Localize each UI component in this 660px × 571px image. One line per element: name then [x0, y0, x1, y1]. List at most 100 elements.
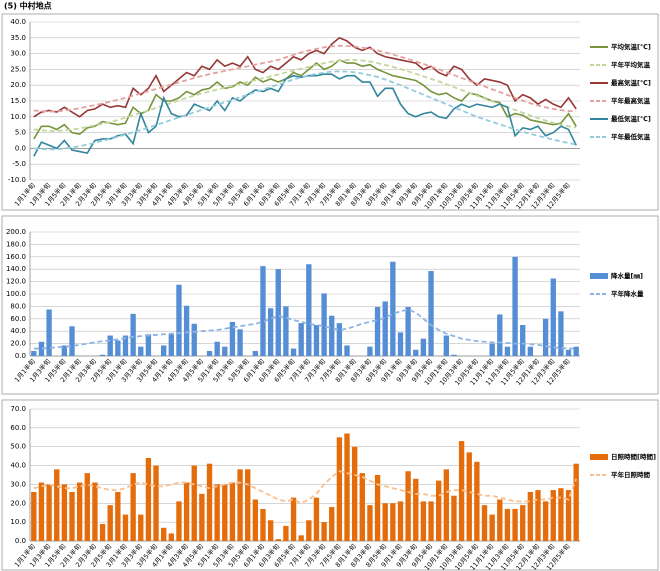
y-tick-label: 20.0	[10, 81, 26, 89]
bar	[489, 343, 495, 356]
bar	[69, 491, 75, 541]
bar	[199, 493, 205, 541]
bar	[153, 465, 159, 541]
bar	[115, 491, 121, 541]
bar	[558, 488, 564, 541]
bar	[298, 535, 304, 541]
bar	[420, 338, 427, 356]
legend-label: 最低気温[℃]	[611, 114, 651, 123]
y-tick-label: 180.0	[6, 240, 26, 248]
bar	[336, 323, 343, 356]
y-tick-label: 0.0	[15, 352, 26, 360]
bar	[481, 505, 488, 541]
y-tick-label: 40.0	[10, 18, 26, 26]
normal-line	[33, 308, 577, 350]
data-line	[33, 73, 577, 157]
bar	[451, 495, 457, 541]
bar	[527, 491, 534, 541]
bar	[550, 490, 556, 541]
legend-label: 最高気温[℃]	[611, 78, 651, 87]
bar	[130, 473, 136, 541]
bar	[31, 491, 37, 541]
bar	[283, 525, 289, 541]
y-tick-label: 20.0	[10, 499, 26, 507]
legend-label: 平年平均気温	[611, 60, 651, 69]
y-tick-label: 40.0	[10, 462, 26, 470]
bar	[382, 301, 388, 356]
normal-line	[33, 70, 577, 151]
legend-label: 日照時間[時間]	[611, 452, 656, 461]
bar	[306, 264, 312, 356]
bar	[397, 332, 404, 356]
bar	[84, 473, 90, 541]
bar	[267, 308, 274, 356]
legend-label: 降水量[㎜]	[611, 271, 643, 280]
bar	[191, 465, 197, 541]
bar	[420, 501, 427, 541]
chart-frame	[1, 399, 659, 571]
bar	[99, 354, 106, 356]
bar	[520, 325, 526, 356]
bar	[168, 334, 174, 356]
bar	[443, 335, 449, 356]
bar	[512, 256, 518, 356]
legend-label: 平均気温[℃]	[611, 42, 651, 51]
bar	[329, 507, 335, 541]
bar	[191, 323, 197, 356]
bar	[405, 471, 411, 541]
bar	[260, 508, 266, 541]
legend-label: 平年降水量	[611, 289, 644, 298]
bar	[76, 482, 83, 541]
y-tick-label: 60.0	[10, 424, 26, 432]
bar	[565, 490, 572, 541]
y-tick-label: 70.0	[10, 405, 26, 413]
y-tick-label: 30.0	[10, 480, 26, 488]
bar	[229, 321, 236, 356]
y-tick-label: 10.0	[10, 113, 26, 121]
bar	[351, 446, 358, 541]
bar	[206, 463, 213, 541]
bar	[237, 469, 243, 541]
bar	[474, 461, 480, 541]
bar	[382, 503, 388, 541]
bar	[466, 452, 472, 541]
bar	[46, 309, 52, 356]
bar	[229, 482, 236, 541]
y-tick-label: 40.0	[10, 327, 26, 335]
y-tick-label: 60.0	[10, 315, 26, 323]
normal-line	[33, 44, 577, 113]
bar	[161, 345, 167, 356]
bar	[428, 501, 434, 541]
y-tick-label: -5.0	[12, 160, 26, 168]
bar	[413, 349, 419, 356]
data-line	[33, 36, 577, 118]
bar	[252, 351, 259, 356]
bar	[183, 305, 190, 356]
page-title: (5) 中村地点	[4, 1, 52, 11]
y-tick-label: 20.0	[10, 340, 26, 348]
bar	[428, 271, 434, 356]
bar	[122, 335, 129, 356]
bar	[183, 482, 190, 541]
bar	[321, 522, 327, 541]
y-tick-label: 10.0	[10, 518, 26, 526]
bar	[222, 484, 228, 541]
bar	[520, 505, 526, 541]
bar	[176, 284, 182, 356]
bar	[214, 484, 220, 541]
bar	[145, 458, 152, 541]
bar	[214, 341, 220, 356]
bar	[344, 433, 350, 541]
bar	[283, 306, 289, 356]
y-tick-label: -10.0	[8, 176, 26, 184]
y-tick-label: 120.0	[6, 278, 26, 286]
bar	[260, 266, 266, 356]
bar	[390, 503, 396, 541]
bar	[321, 293, 327, 356]
bar	[306, 520, 312, 541]
y-tick-label: 160.0	[6, 253, 26, 261]
bar	[367, 346, 373, 356]
y-tick-label: 140.0	[6, 265, 26, 273]
bar	[298, 323, 304, 356]
